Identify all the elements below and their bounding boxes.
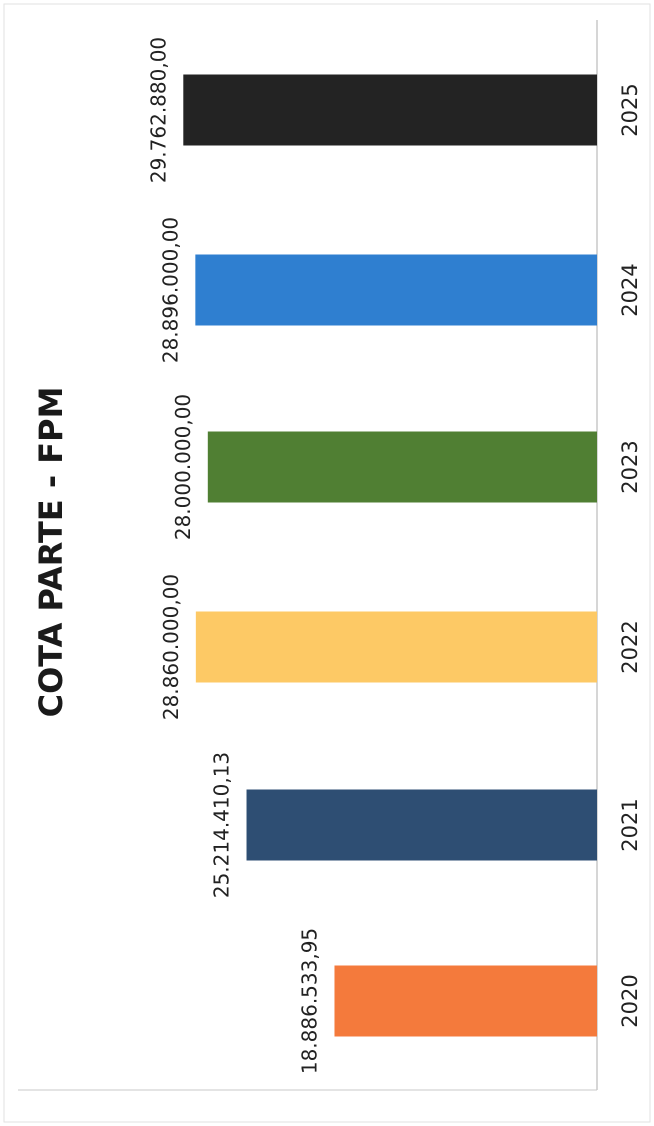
bar-2020 (334, 965, 597, 1037)
value-label-2024: 28.896.000,00 (158, 217, 182, 363)
value-label-2025: 29.762.880,00 (146, 37, 170, 183)
bar-2024 (195, 254, 598, 326)
plot-area: 18.886.533,95 2020 25.214.410,13 2021 28.860… (18, 20, 642, 1091)
bar-2021 (246, 789, 597, 861)
value-label-2021: 25.214.410,13 (210, 752, 234, 898)
category-label-2023: 2023 (618, 440, 642, 493)
category-label-2021: 2021 (618, 798, 642, 851)
bar-2023 (207, 431, 598, 503)
category-label-2024: 2024 (618, 263, 642, 316)
value-label-2023: 28.000.000,00 (171, 394, 195, 540)
value-label-2020: 18.886.533,95 (297, 928, 321, 1074)
chart-title: COTA PARTE - FPM (32, 387, 70, 718)
bar-2025 (183, 74, 598, 146)
value-label-2022: 28.860.000,00 (159, 574, 183, 720)
category-label-2022: 2022 (618, 620, 642, 673)
category-label-2025: 2025 (618, 83, 642, 136)
chart-border (3, 3, 651, 1123)
bar-2022 (195, 611, 597, 683)
category-label-2020: 2020 (618, 974, 642, 1027)
